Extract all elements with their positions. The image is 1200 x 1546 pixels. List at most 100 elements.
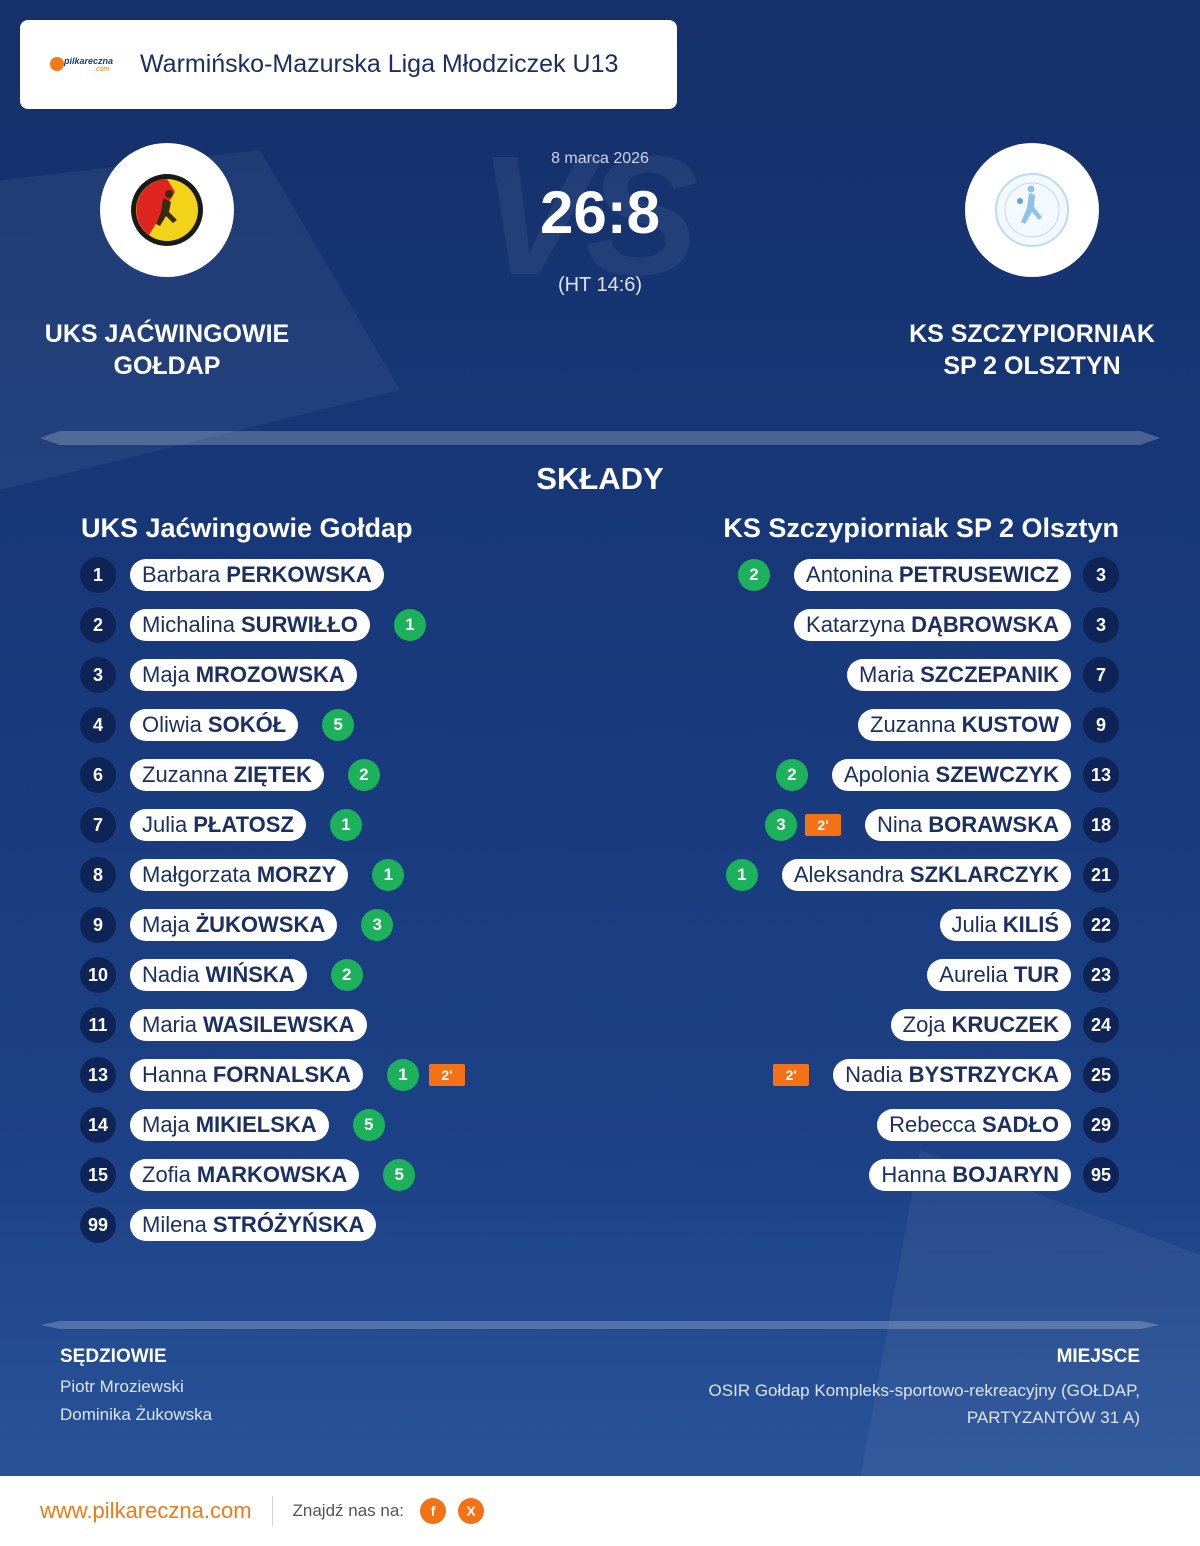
player-name-pill: Apolonia SZEWCZYK — [831, 759, 1071, 791]
player-last-name: PERKOWSKA — [226, 562, 372, 587]
player-row: 14 Maja MIKIELSKA 5 — [80, 1107, 385, 1143]
player-name-pill: Maria SZCZEPANIK — [847, 659, 1071, 691]
player-row: 2 Apolonia SZEWCZYK 13 — [775, 757, 1119, 793]
penalty-badge: 2' — [773, 1064, 810, 1086]
player-name-pill: Michalina SURWIŁŁO — [130, 609, 370, 641]
player-name-pill: Maja ŻUKOWSKA — [130, 909, 338, 941]
goals-badge: 2 — [775, 759, 808, 791]
footer-separator — [271, 1496, 273, 1526]
player-last-name: SURWIŁŁO — [240, 612, 358, 637]
player-first-name: Zofia — [142, 1162, 191, 1187]
player-row: Zoja KRUCZEK 24 — [890, 1007, 1119, 1043]
player-row: 3 Maja MROZOWSKA — [80, 657, 357, 693]
x-icon[interactable]: X — [458, 1498, 485, 1524]
goals-badge: 2 — [347, 759, 380, 791]
player-number: 8 — [80, 857, 116, 893]
player-name-pill: Maja MROZOWSKA — [130, 659, 357, 691]
home-crest-icon — [131, 174, 203, 246]
player-row: 3 2' Nina BORAWSKA 18 — [764, 807, 1119, 843]
player-row: Julia KILIŚ 22 — [939, 907, 1119, 943]
player-name-pill: Maja MIKIELSKA — [130, 1109, 329, 1141]
player-number: 14 — [80, 1107, 116, 1143]
player-row: 11 Maria WASILEWSKA — [80, 1007, 367, 1043]
venue-label: MIEJSCE — [1056, 1346, 1140, 1367]
player-row: 10 Nadia WIŃSKA 2 — [80, 957, 363, 993]
player-first-name: Hanna — [142, 1062, 207, 1087]
player-name-pill: Nadia WIŃSKA — [130, 959, 307, 991]
player-number: 15 — [80, 1157, 116, 1193]
away-lineup-title: KS Szczypiorniak SP 2 Olsztyn — [723, 513, 1119, 543]
player-number: 11 — [80, 1007, 116, 1043]
player-first-name: Małgorzata — [142, 862, 251, 887]
logo-text: pilkareczna — [64, 55, 114, 66]
player-number: 99 — [80, 1207, 116, 1243]
player-name-pill: Hanna BOJARYN — [869, 1159, 1071, 1191]
player-name-pill: Antonina PETRUSEWICZ — [794, 559, 1071, 591]
player-number: 7 — [80, 807, 116, 843]
ball-icon — [50, 56, 64, 71]
penalty-badge: 2' — [804, 814, 841, 836]
player-last-name: BYSTRZYCKA — [908, 1062, 1059, 1087]
logo-subtext: .com — [94, 65, 110, 73]
player-last-name: SOKÓŁ — [207, 712, 287, 737]
player-number: 21 — [1083, 857, 1119, 893]
goals-badge: 5 — [322, 709, 355, 741]
player-first-name: Nadia — [142, 962, 200, 987]
goals-badge: 2 — [738, 559, 771, 591]
home-team-logo — [100, 143, 234, 277]
player-number: 6 — [80, 757, 116, 793]
player-number: 1 — [80, 557, 116, 593]
player-first-name: Maja — [142, 1112, 190, 1137]
away-team-name-line1: KS SZCZYPIORNIAK — [909, 320, 1155, 348]
away-team-logo — [965, 143, 1099, 277]
player-row: 9 Maja ŻUKOWSKA 3 — [80, 907, 394, 943]
referees-label: SĘDZIOWIE — [60, 1346, 167, 1367]
player-last-name: FORNALSKA — [212, 1062, 351, 1087]
player-last-name: SADŁO — [982, 1112, 1059, 1137]
player-name-pill: Milena STRÓŻYŃSKA — [130, 1209, 377, 1241]
divider — [40, 431, 1160, 445]
referee-name: Piotr Mroziewski — [60, 1377, 184, 1396]
website-link[interactable]: www.pilkareczna.com — [40, 1498, 252, 1523]
referee-name: Dominika Żukowska — [60, 1405, 213, 1424]
player-name-pill: Aleksandra SZKLARCZYK — [781, 859, 1071, 891]
goals-badge: 1 — [386, 1059, 419, 1091]
away-team-name: KS SZCZYPIORNIAK SP 2 OLSZTYN — [882, 318, 1182, 382]
player-name-pill: Barbara PERKOWSKA — [130, 559, 384, 591]
player-number: 23 — [1083, 957, 1119, 993]
player-name-pill: Hanna FORNALSKA — [130, 1059, 363, 1091]
player-row: 99 Milena STRÓŻYŃSKA — [80, 1207, 377, 1243]
player-first-name: Rebecca — [889, 1112, 976, 1137]
player-first-name: Michalina — [142, 612, 235, 637]
player-first-name: Zuzanna — [142, 762, 228, 787]
player-number: 13 — [1083, 757, 1119, 793]
goals-badge: 1 — [329, 809, 362, 841]
player-first-name: Aurelia — [939, 962, 1008, 987]
player-first-name: Julia — [951, 912, 997, 937]
divider — [40, 1321, 1160, 1329]
player-last-name: ZIĘTEK — [233, 762, 312, 787]
league-header: pilkareczna .com Warmińsko-Mazurska Liga… — [20, 20, 677, 109]
home-team-name: UKS JAĆWINGOWIE GOŁDAP — [17, 318, 317, 382]
league-title: Warmińsko-Mazurska Liga Młodziczek U13 — [140, 50, 619, 78]
goals-badge: 5 — [352, 1109, 385, 1141]
penalty-badge: 2' — [428, 1064, 465, 1086]
halftime-score: (HT 14:6) — [557, 274, 643, 296]
away-crest-icon — [995, 173, 1069, 247]
player-first-name: Barbara — [142, 562, 221, 587]
player-last-name: MARKOWSKA — [196, 1162, 348, 1187]
footer-bar: www.pilkareczna.com Znajdź nas na: f X — [0, 1476, 1200, 1546]
goals-badge: 1 — [393, 609, 426, 641]
goals-badge: 5 — [383, 1159, 416, 1191]
player-row: 2 Antonina PETRUSEWICZ 3 — [738, 557, 1119, 593]
player-last-name: PŁATOSZ — [193, 812, 294, 837]
player-number: 4 — [80, 707, 116, 743]
facebook-icon[interactable]: f — [420, 1498, 447, 1524]
home-team-name-line2: GOŁDAP — [113, 352, 221, 380]
player-first-name: Maria — [142, 1012, 198, 1037]
player-number: 10 — [80, 957, 116, 993]
player-last-name: DĄBROWSKA — [911, 612, 1059, 637]
player-first-name: Maja — [142, 662, 190, 687]
player-number: 95 — [1083, 1157, 1119, 1193]
player-name-pill: Zuzanna ZIĘTEK — [130, 759, 324, 791]
